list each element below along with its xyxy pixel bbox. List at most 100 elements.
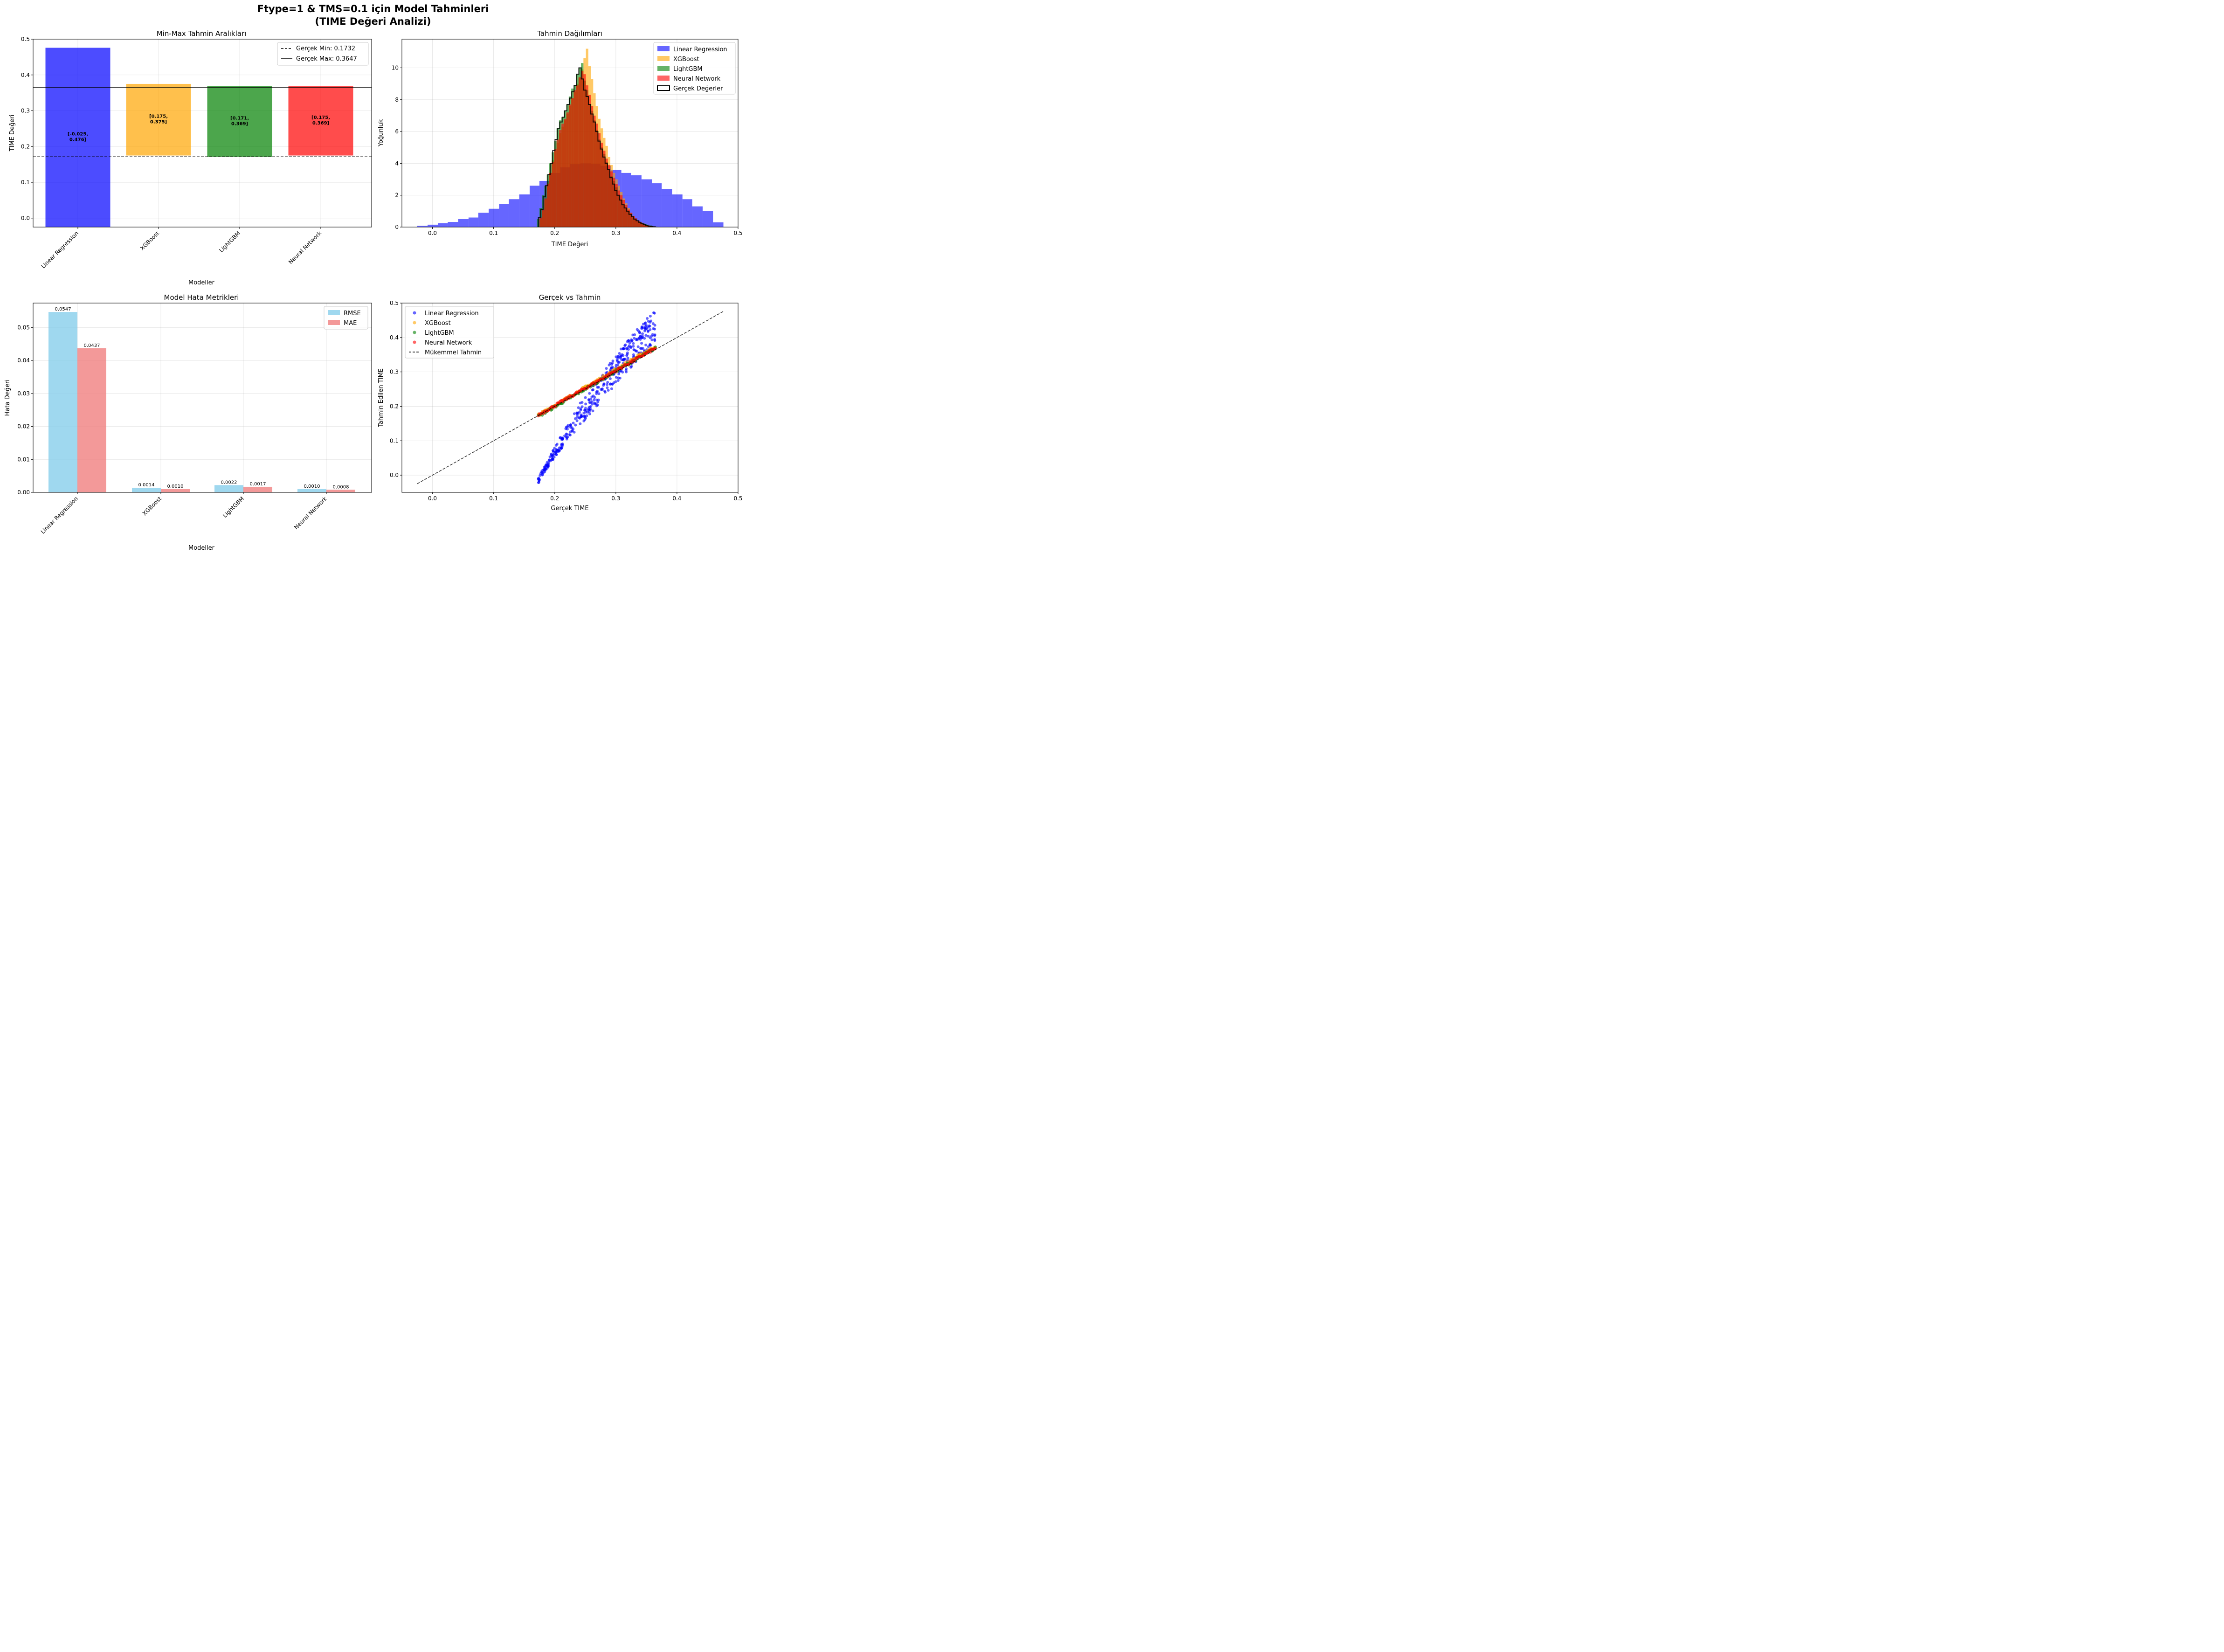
- y-tick-label: 10: [392, 64, 399, 71]
- legend-swatch: [657, 76, 670, 81]
- scatter-point: [591, 409, 594, 413]
- hist-bar: [635, 218, 637, 228]
- scatter-point: [558, 446, 561, 449]
- scatter-point: [632, 345, 635, 348]
- panel3-xlabel: Modeller: [188, 545, 215, 552]
- x-tick-label: 0.3: [611, 230, 620, 236]
- y-tick-label: 2: [395, 192, 399, 199]
- hist-bar: [637, 221, 640, 228]
- hist-bar: [588, 95, 591, 228]
- panel4-title: Gerçek vs Tahmin: [539, 293, 601, 302]
- hist-bar: [499, 204, 509, 228]
- hist-bar: [613, 178, 615, 228]
- scatter-point: [644, 334, 648, 337]
- scatter-point: [626, 356, 629, 359]
- scatter-point: [588, 392, 591, 395]
- y-tick-label: 0.4: [21, 72, 30, 78]
- scatter-point: [646, 317, 649, 320]
- scatter-point: [642, 347, 645, 350]
- scatter-point: [543, 465, 546, 468]
- hist-bar: [566, 112, 569, 228]
- hist-bar: [556, 139, 559, 228]
- panel4-xlabel: Gerçek TIME: [551, 505, 588, 512]
- x-tick-label: 0.0: [428, 495, 437, 502]
- scatter-point: [574, 423, 577, 427]
- hist-bar: [598, 133, 601, 228]
- hist-bar: [458, 219, 469, 228]
- range-label: [0.171, 0.369]: [230, 116, 249, 127]
- panel1-xlabel: Modeller: [188, 279, 215, 286]
- scatter-point: [638, 336, 641, 339]
- scatter-point: [635, 349, 638, 353]
- scatter-point: [607, 388, 610, 392]
- legend-label: LightGBM: [425, 330, 454, 337]
- plot-frame: [33, 39, 372, 228]
- y-tick-label: 8: [395, 97, 399, 103]
- scatter-point: [606, 380, 609, 384]
- scatter-point: [616, 379, 620, 382]
- scatter-point: [624, 369, 628, 372]
- hist-bar: [713, 222, 724, 228]
- scatter-point: [589, 398, 593, 401]
- legend-label: Neural Network: [425, 339, 472, 346]
- hist-bar: [591, 106, 594, 228]
- scatter-point: [579, 401, 582, 405]
- legend-label: Neural Network: [673, 76, 721, 83]
- scatter-point: [583, 408, 587, 412]
- hist-bar: [583, 74, 586, 228]
- panel2-xlabel: TIME Değeri: [551, 241, 588, 248]
- hist-bar: [639, 222, 642, 228]
- scatter-point: [651, 333, 654, 336]
- scatter-point: [591, 388, 594, 392]
- scatter-point: [540, 469, 544, 472]
- legend-box: [405, 306, 494, 359]
- scatter-point: [576, 413, 579, 416]
- scatter-point: [647, 320, 650, 323]
- scatter-point: [640, 342, 643, 345]
- hist-bar: [595, 124, 598, 228]
- y-tick-label: 0.3: [21, 108, 30, 114]
- scatter-point: [653, 324, 656, 327]
- scatter-point: [560, 446, 564, 449]
- scatter-point: [610, 387, 613, 390]
- scatter-point: [577, 406, 580, 409]
- hist-bar: [642, 223, 645, 228]
- scatter-point: [563, 434, 566, 437]
- scatter-point: [619, 347, 622, 351]
- scatter-point: [623, 344, 627, 347]
- scatter-point: [647, 345, 650, 348]
- hist-bar: [478, 213, 489, 228]
- legend-swatch: [657, 56, 670, 62]
- hist-step-actual: [538, 67, 656, 228]
- legend-label: Gerçek Değerler: [673, 85, 723, 92]
- scatter-point: [610, 363, 614, 366]
- y-tick-label: 0.1: [390, 437, 399, 444]
- y-tick-label: 0.05: [17, 324, 30, 331]
- hist-bar: [652, 183, 662, 228]
- range-bar: [126, 83, 191, 156]
- metric-bar: [48, 312, 78, 493]
- hist-bar: [586, 85, 588, 228]
- hist-bar: [578, 77, 581, 228]
- legend-label: MAE: [344, 320, 357, 327]
- hist-bar: [554, 149, 557, 228]
- hist-bar: [417, 226, 428, 228]
- scatter-point: [608, 377, 612, 380]
- scatter-point: [565, 426, 568, 429]
- hist-bar: [542, 209, 545, 228]
- scatter-point: [631, 333, 635, 337]
- y-tick-label: 0.04: [17, 357, 30, 364]
- scatter-point: [602, 384, 605, 387]
- scatter-point: [621, 371, 624, 374]
- hist-bar: [610, 171, 613, 228]
- metric-bar: [132, 488, 161, 493]
- scatter-point: [584, 396, 587, 399]
- scatter-point: [647, 329, 650, 332]
- scatter-point: [540, 473, 544, 477]
- legend-swatch: [413, 321, 416, 325]
- x-tick-label: 0.3: [611, 495, 620, 502]
- hist-bar: [576, 85, 579, 228]
- bar-value-label: 0.0010: [167, 484, 184, 489]
- hist-bar: [544, 198, 547, 228]
- scatter-point: [622, 354, 625, 357]
